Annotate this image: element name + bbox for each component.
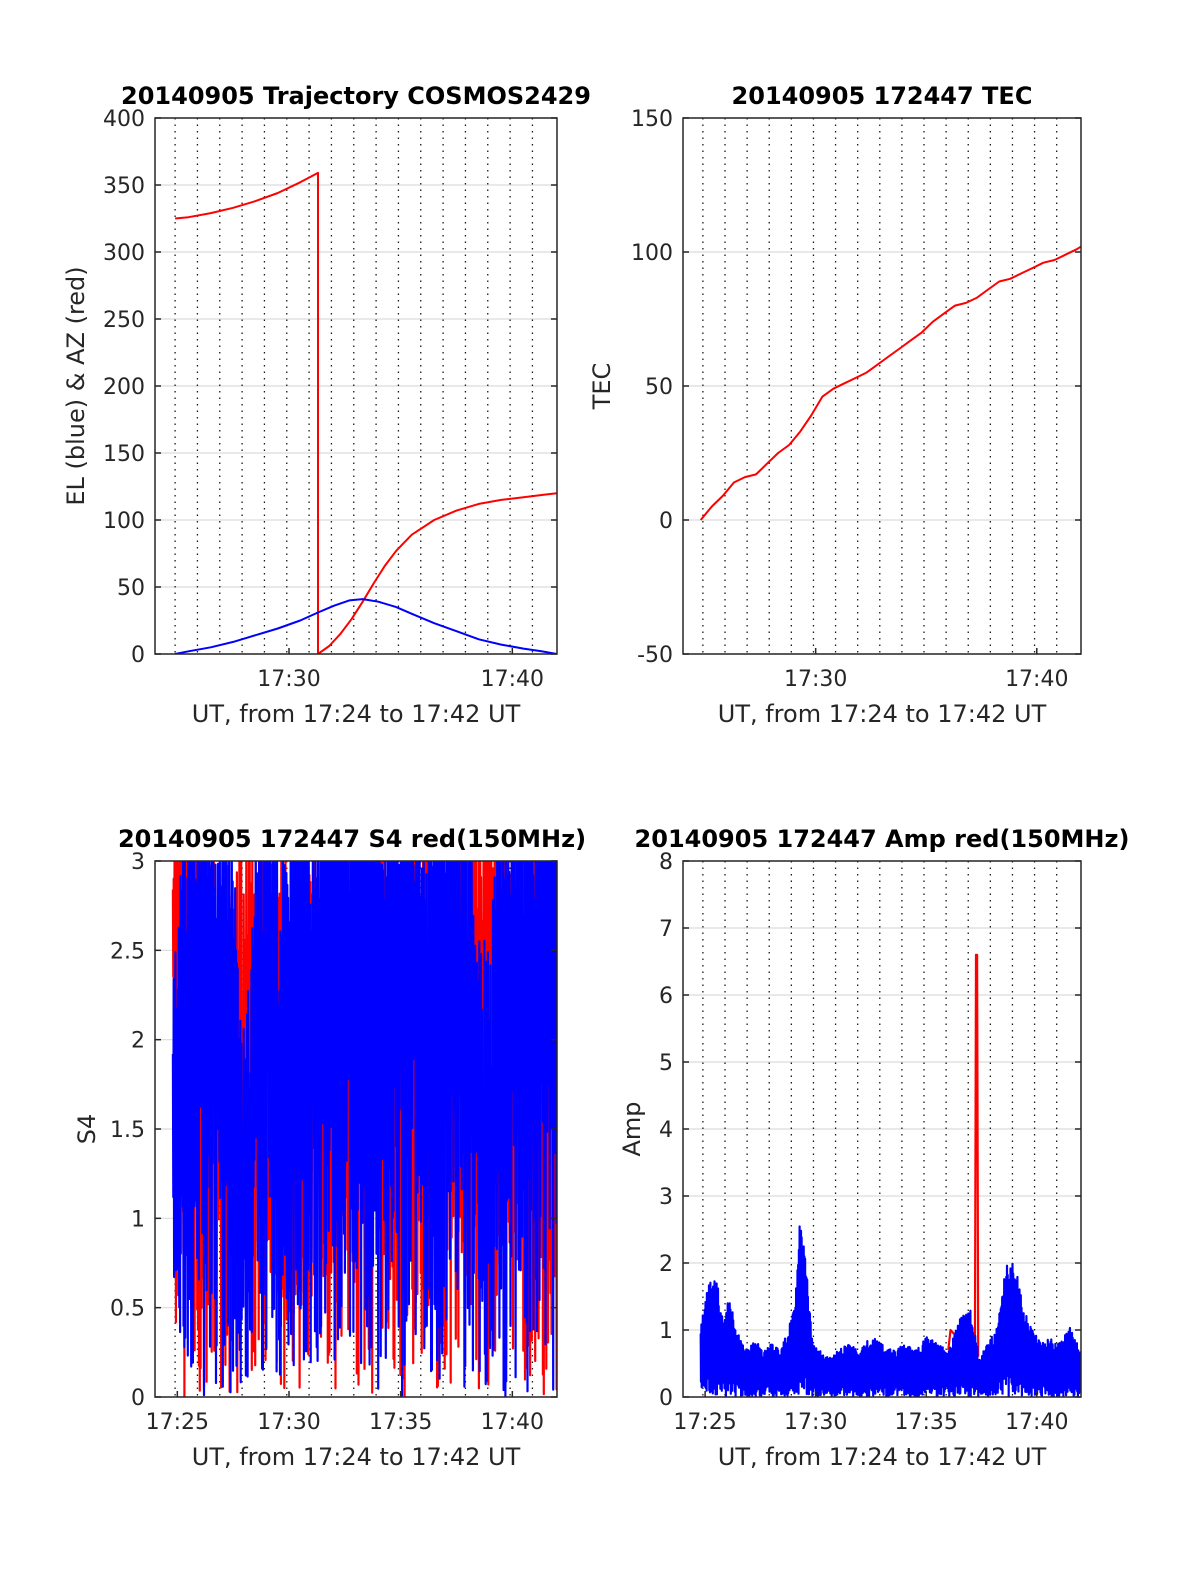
s4-ytick-label-0: 0 xyxy=(131,1386,145,1411)
s4-xtick-label-2: 17:35 xyxy=(369,1410,432,1435)
trajectory-ytick-label-0: 0 xyxy=(131,643,145,668)
amp-xlabel: UT, from 17:24 to 17:42 UT xyxy=(718,1443,1047,1471)
amp-ytick-label-4: 4 xyxy=(659,1118,673,1143)
amp-series-amp-red- xyxy=(947,953,980,1358)
trajectory-ytick-label-3: 150 xyxy=(103,442,145,467)
trajectory-ytick-label-8: 400 xyxy=(103,107,145,132)
amp-panel: 0 1 2 3 4 5 6 7 8 17:25 17:30 17:35 17:40 UT, from 1… xyxy=(618,850,1082,1471)
amp-series-amp-blue- xyxy=(699,1225,1081,1397)
amp-xtick-label-0: 17:25 xyxy=(673,1410,736,1435)
s4-xtick-label-0: 17:25 xyxy=(146,1410,209,1435)
s4-xlabel: UT, from 17:24 to 17:42 UT xyxy=(192,1443,521,1471)
amp-ytick-label-1: 1 xyxy=(659,1319,673,1344)
amp-ylabel: Amp xyxy=(618,1101,646,1156)
trajectory-ytick-label-1: 50 xyxy=(117,576,145,601)
s4-xtick-label-3: 17:40 xyxy=(481,1410,544,1435)
trajectory-series-az xyxy=(175,171,557,654)
tec-ytick-label-4: 150 xyxy=(631,107,673,132)
amp-ytick-label-0: 0 xyxy=(659,1386,673,1411)
trajectory-ytick-label-6: 300 xyxy=(103,241,145,266)
s4-ylabel: S4 xyxy=(73,1114,101,1145)
tec-ytick-label-3: 100 xyxy=(631,241,673,266)
trajectory-ytick-label-4: 200 xyxy=(103,375,145,400)
amp-ytick-label-7: 7 xyxy=(659,917,673,942)
s4-ytick-label-1: 0.5 xyxy=(110,1297,145,1322)
amp-title: 20140905 172447 Amp red(150MHz) xyxy=(635,825,1130,853)
tec-xlabel: UT, from 17:24 to 17:42 UT xyxy=(718,700,1047,728)
trajectory-ylabel: EL (blue) & AZ (red) xyxy=(62,266,90,505)
trajectory-title: 20140905 Trajectory COSMOS2429 xyxy=(121,82,591,110)
trajectory-xtick-label-0: 17:30 xyxy=(257,667,320,692)
s4-ytick-label-4: 2 xyxy=(131,1029,145,1054)
amp-ytick-label-2: 2 xyxy=(659,1252,673,1277)
amp-xtick-label-2: 17:35 xyxy=(895,1410,958,1435)
tec-ytick-label-2: 50 xyxy=(645,375,673,400)
s4-ytick-label-5: 2.5 xyxy=(110,939,145,964)
tec-xtick-label-0: 17:30 xyxy=(784,667,847,692)
trajectory-series-el xyxy=(174,598,557,654)
trajectory-xtick-label-1: 17:40 xyxy=(481,667,544,692)
trajectory-panel: 0 50 100 150 200 250 300 350 400 17:30 17:40 20140… xyxy=(62,82,591,728)
trajectory-ytick-label-5: 250 xyxy=(103,308,145,333)
amp-xtick-label-3: 17:40 xyxy=(1005,1410,1068,1435)
s4-series-s4-red- xyxy=(171,861,557,1397)
tec-xtick-label-1: 17:40 xyxy=(1005,667,1068,692)
tec-series-tec xyxy=(699,245,1081,521)
s4-xtick-label-1: 17:30 xyxy=(257,1410,320,1435)
s4-panel: 0 0.5 1 1.5 2 2.5 3 17:25 17:30 17:35 17:40 UT, fr… xyxy=(73,850,558,1471)
amp-ytick-label-6: 6 xyxy=(659,984,673,1009)
trajectory-xlabel: UT, from 17:24 to 17:42 UT xyxy=(192,700,521,728)
amp-xtick-label-1: 17:30 xyxy=(784,1410,847,1435)
amp-ytick-label-8: 8 xyxy=(659,850,673,875)
tec-ylabel: TEC xyxy=(588,363,616,411)
s4-ytick-label-6: 3 xyxy=(131,850,145,875)
trajectory-ytick-label-7: 350 xyxy=(103,174,145,199)
s4-title: 20140905 172447 S4 red(150MHz) xyxy=(118,825,586,853)
s4-series-s4-blue- xyxy=(171,861,557,1397)
s4-ytick-label-2: 1 xyxy=(131,1207,145,1232)
amp-ytick-label-5: 5 xyxy=(659,1051,673,1076)
tec-panel: -50 0 50 100 150 17:30 17:40 20140905 172447 T… xyxy=(588,82,1082,728)
s4-ytick-label-3: 1.5 xyxy=(110,1118,145,1143)
tec-ytick-label-1: 0 xyxy=(659,509,673,534)
tec-ytick-label-0: -50 xyxy=(637,643,673,668)
trajectory-ytick-label-2: 100 xyxy=(103,509,145,534)
amp-ytick-label-3: 3 xyxy=(659,1185,673,1210)
tec-title: 20140905 172447 TEC xyxy=(732,82,1033,110)
